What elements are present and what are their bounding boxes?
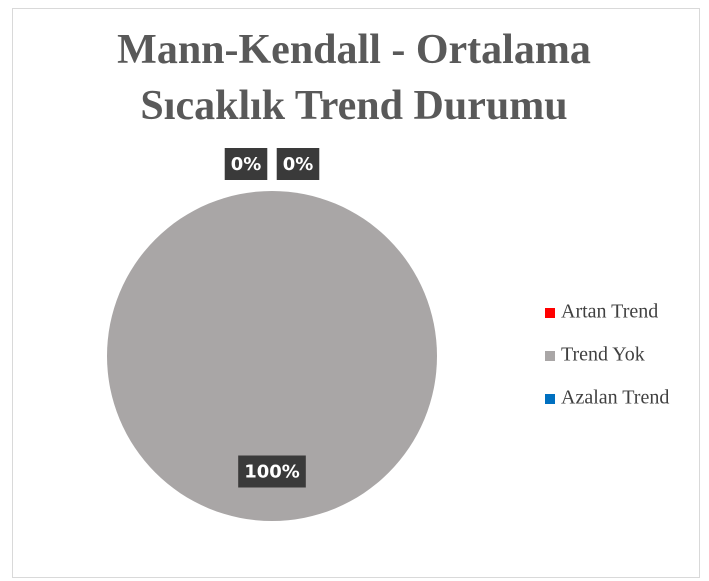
data-label-box <box>224 148 268 180</box>
pie-slice <box>107 191 437 521</box>
legend-label: Trend Yok <box>561 344 645 366</box>
data-label-text: 0% <box>283 154 314 175</box>
data-label: 0% <box>224 148 268 180</box>
data-label: 100% <box>238 455 306 488</box>
data-label-box <box>238 455 306 488</box>
data-label-text: 100% <box>244 462 300 483</box>
legend-swatch <box>545 351 555 361</box>
data-label: 0% <box>276 148 320 180</box>
data-label-box <box>276 148 320 180</box>
legend-label: Artan Trend <box>561 301 658 323</box>
data-label-text: 0% <box>231 154 262 175</box>
legend-swatch <box>545 308 555 318</box>
legend-label: Azalan Trend <box>561 387 669 409</box>
chart-title: Mann-Kendall - Ortalama Sıcaklık Trend D… <box>117 27 591 129</box>
legend-swatch <box>545 394 555 404</box>
